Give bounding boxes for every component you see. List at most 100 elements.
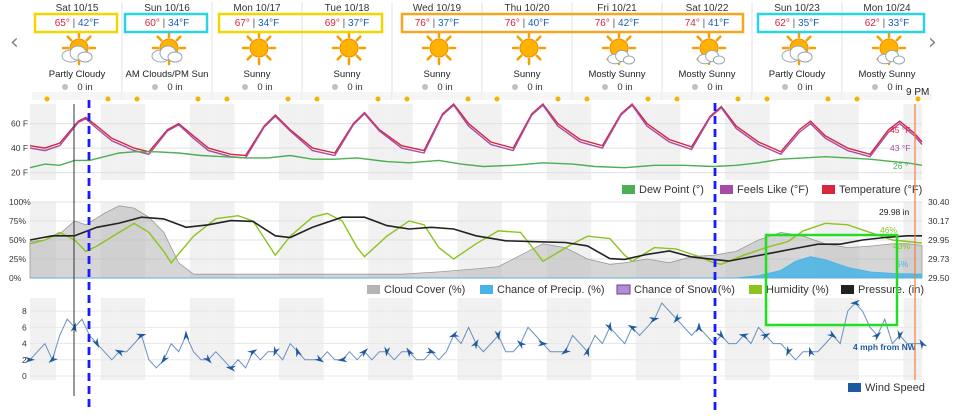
y-tick-label: 20 F	[11, 168, 28, 178]
day-temps: 69° | 37°F	[325, 18, 370, 29]
y-tick-label: 50%	[9, 235, 26, 245]
sun-ray	[355, 35, 362, 42]
y-tick-label: 60 F	[11, 119, 28, 129]
night-shade	[279, 298, 298, 380]
day-footer-band	[32, 92, 122, 100]
feels-like-end-label: 43 °F	[890, 143, 910, 153]
day-low: 42°F	[78, 18, 99, 29]
day-date: Sat 10/22	[686, 3, 729, 14]
wind-arrow-icon	[673, 313, 683, 324]
sun-ray	[426, 35, 433, 42]
day-date: Sat 10/15	[56, 3, 99, 14]
day-precip: 0 in	[617, 82, 632, 93]
sun-ray	[246, 35, 253, 42]
cloud-puff	[622, 55, 636, 65]
night-shade	[457, 298, 476, 380]
raindrop-icon	[242, 84, 248, 90]
sun-ray	[66, 35, 73, 42]
prev-arrow-icon[interactable]: ‹	[10, 30, 19, 55]
annotation-box-orange	[400, 12, 745, 34]
night-shade	[546, 104, 566, 180]
wind-arrow-icon	[273, 345, 280, 357]
night-shade	[743, 104, 770, 180]
wind-arrow-icon	[296, 346, 302, 358]
cloud-puff	[167, 51, 183, 63]
legend-label: Pressure. (in)	[858, 284, 924, 296]
night-shade	[546, 298, 566, 380]
day-high: 76°	[595, 18, 610, 29]
series-humidity-line	[29, 212, 923, 266]
series-pressure-line	[29, 216, 922, 262]
day-low: 37°F	[438, 18, 459, 29]
day-footer-band	[752, 92, 842, 100]
sun-ray	[445, 35, 452, 42]
day-low: 42°F	[618, 18, 639, 29]
wind-arrow-icon	[470, 339, 479, 350]
day-description: Mostly Sunny	[588, 69, 645, 80]
day-date: Sun 10/16	[144, 3, 190, 14]
day-temps: 60° | 34°F	[145, 18, 190, 29]
day-precip: 0 in	[437, 82, 452, 93]
day-precip: 0 in	[167, 82, 182, 93]
next-arrow-icon[interactable]: ›	[928, 30, 937, 55]
sunset-icon	[645, 96, 651, 102]
day-precip: 0 in	[797, 82, 812, 93]
sun-disc	[429, 38, 449, 58]
night-shade	[635, 298, 655, 380]
temp-separator: |	[70, 18, 78, 29]
day-date: Thu 10/20	[504, 3, 549, 14]
series-precip-area	[30, 256, 923, 279]
day-low: 40°F	[528, 18, 549, 29]
raindrop-icon	[422, 84, 428, 90]
sun-icon	[241, 30, 277, 66]
night-shade	[189, 298, 209, 380]
wind-arrow-icon	[406, 347, 415, 358]
precip-end-label: 5%	[896, 259, 909, 269]
sun-disc	[249, 38, 269, 58]
day-low: 34°F	[258, 18, 279, 29]
wind-arrow-icon	[183, 330, 190, 341]
sun-ray	[786, 35, 793, 42]
legend-swatch	[622, 185, 635, 194]
day-footer-band	[482, 92, 572, 100]
night-shade	[903, 104, 922, 180]
day-date: Wed 10/19	[413, 3, 462, 14]
temp-separator: |	[610, 18, 618, 29]
night-shade	[119, 298, 146, 380]
night-shade	[386, 298, 413, 380]
day-footer-band	[842, 92, 932, 100]
y-tick-label: 8	[22, 306, 27, 316]
sun-ray	[265, 35, 272, 42]
day-high: 62°	[865, 18, 880, 29]
night-shade	[635, 104, 655, 180]
sun-disc	[339, 38, 359, 58]
y-tick-label: 0%	[9, 273, 22, 283]
annotation-box-yellow	[217, 12, 384, 34]
legend-swatch	[367, 285, 380, 294]
cloud-puff	[77, 51, 93, 63]
wind-arrow-icon	[160, 353, 170, 364]
temp-separator: |	[160, 18, 168, 29]
series-dew-point-line	[29, 151, 923, 169]
y-right-tick-label: 29.95	[928, 235, 950, 245]
sunrise-icon	[314, 96, 320, 102]
night-shade	[279, 104, 298, 180]
raindrop-icon	[512, 84, 518, 90]
night-shade	[386, 104, 413, 180]
sunset-icon	[105, 96, 111, 102]
day-footer-band	[392, 92, 482, 100]
sunset-icon	[735, 96, 741, 102]
y-tick-label: 6	[22, 322, 27, 332]
wind-arrow-icon	[850, 299, 861, 306]
sunrise-icon	[674, 96, 680, 102]
sun-ray	[715, 35, 722, 42]
night-shade	[565, 298, 592, 380]
day-description: Mostly Sunny	[858, 69, 915, 80]
wind-arrow-icon	[583, 346, 590, 358]
pressure-end-label: 29.98 in	[879, 207, 910, 217]
sun-icon	[421, 30, 457, 66]
wind-arrow-icon	[25, 356, 35, 363]
sunrise-icon	[404, 96, 410, 102]
